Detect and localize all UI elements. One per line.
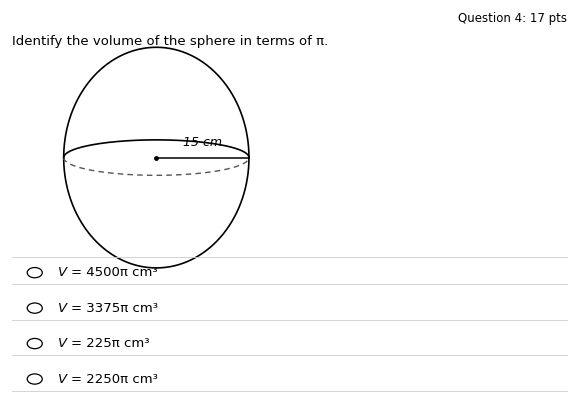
Text: V: V [58,266,67,279]
Text: Identify the volume of the sphere in terms of π.: Identify the volume of the sphere in ter… [12,35,328,48]
Text: = 225π cm³: = 225π cm³ [71,337,149,350]
Text: = 4500π cm³: = 4500π cm³ [71,266,157,279]
Text: = 3375π cm³: = 3375π cm³ [71,302,157,314]
Text: 15 cm: 15 cm [183,136,222,149]
Text: Question 4: 17 pts: Question 4: 17 pts [459,12,567,25]
Text: = 2250π cm³: = 2250π cm³ [71,373,157,385]
Text: V: V [58,337,67,350]
Text: V: V [58,302,67,314]
Text: V: V [58,373,67,385]
